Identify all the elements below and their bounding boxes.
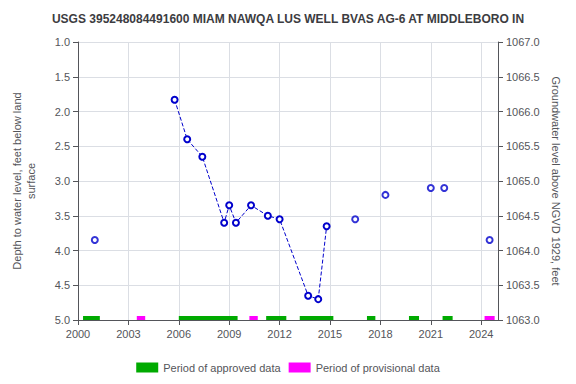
svg-text:1.5: 1.5 [55,71,70,83]
svg-text:2012: 2012 [267,328,291,340]
svg-text:4.0: 4.0 [55,245,70,257]
svg-text:2003: 2003 [116,328,140,340]
svg-text:surface: surface [25,163,37,199]
svg-text:3.5: 3.5 [55,210,70,222]
svg-text:2.0: 2.0 [55,106,70,118]
svg-text:2021: 2021 [419,328,443,340]
svg-text:1064.5: 1064.5 [506,210,540,222]
svg-text:1065.0: 1065.0 [506,175,540,187]
svg-text:5.0: 5.0 [55,314,70,326]
svg-text:Period of approved data: Period of approved data [163,362,281,374]
svg-text:2018: 2018 [368,328,392,340]
svg-text:1066.0: 1066.0 [506,106,540,118]
svg-text:1065.5: 1065.5 [506,140,540,152]
svg-text:1066.5: 1066.5 [506,71,540,83]
svg-text:USGS 395248084491600 MIAM NAWQ: USGS 395248084491600 MIAM NAWQA LUS WELL… [52,12,524,26]
svg-text:2024: 2024 [469,328,493,340]
svg-text:Groundwater level above NGVD 1: Groundwater level above NGVD 1929, feet [550,76,562,285]
svg-text:1.0: 1.0 [55,36,70,48]
svg-text:2015: 2015 [318,328,342,340]
svg-text:2009: 2009 [217,328,241,340]
svg-text:3.0: 3.0 [55,175,70,187]
svg-text:2006: 2006 [167,328,191,340]
svg-text:4.5: 4.5 [55,279,70,291]
svg-text:2.5: 2.5 [55,140,70,152]
svg-text:Depth to water level, feet bel: Depth to water level, feet below land [11,92,23,269]
svg-text:1063.5: 1063.5 [506,279,540,291]
svg-text:1064.0: 1064.0 [506,245,540,257]
svg-text:1063.0: 1063.0 [506,314,540,326]
svg-text:Period of provisional data: Period of provisional data [316,362,441,374]
svg-text:1067.0: 1067.0 [506,36,540,48]
svg-text:2000: 2000 [66,328,90,340]
